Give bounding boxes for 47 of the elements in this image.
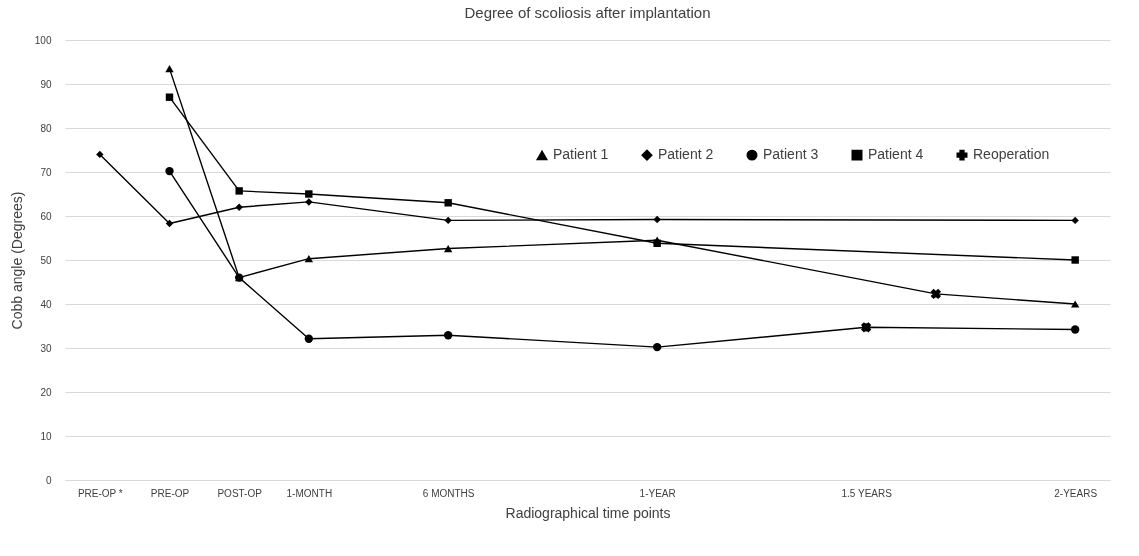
- point: [1070, 325, 1080, 334]
- point: [1070, 300, 1080, 308]
- legend-label: Patient 3: [763, 146, 819, 163]
- point: [165, 93, 174, 101]
- point: [652, 342, 662, 352]
- y-tick-label: 100: [34, 34, 52, 46]
- x-tick-label: PRE-OP *: [77, 487, 123, 499]
- legend-label: Reoperation: [973, 146, 1050, 163]
- y-tick-label: 90: [40, 78, 52, 90]
- y-tick-label: 40: [40, 298, 52, 310]
- y-tick-label: 0: [45, 474, 52, 486]
- point: [304, 255, 314, 263]
- y-tick-label: 80: [40, 122, 52, 134]
- point: [305, 190, 313, 198]
- x-tick-label: 6 MONTHS: [422, 487, 475, 499]
- point: [165, 166, 174, 176]
- y-axis-title: Cobb angle (Degrees): [8, 191, 25, 330]
- point: [235, 187, 243, 195]
- x-tick-label: POST-OP: [217, 487, 263, 499]
- legend-label: Patient 4: [868, 146, 924, 163]
- point: [444, 216, 452, 225]
- point: [304, 334, 314, 343]
- point: [1071, 256, 1079, 264]
- x-tick-label: 1-YEAR: [639, 487, 676, 499]
- x-tick-label: 1.5 YEARS: [841, 487, 893, 499]
- x-tick-label: 1-MONTH: [286, 487, 333, 499]
- y-tick-label: 60: [40, 210, 52, 222]
- point: [443, 244, 453, 253]
- y-tick-label: 50: [40, 254, 52, 266]
- x-tick-label: 2-YEARS: [1054, 487, 1098, 499]
- legend-label: Patient 1: [553, 146, 609, 163]
- point: [1071, 216, 1079, 225]
- point: [653, 215, 661, 224]
- point: [96, 150, 104, 159]
- point: [235, 203, 243, 211]
- point: [443, 331, 453, 340]
- y-tick-label: 10: [40, 430, 52, 442]
- x-axis-title: Radiographical time points: [505, 504, 671, 521]
- point: [165, 219, 174, 228]
- x-tick-label: PRE-OP: [150, 487, 190, 499]
- point: [165, 64, 174, 73]
- y-tick-label: 20: [40, 386, 52, 398]
- y-tick-label: 30: [40, 342, 52, 354]
- chart-title: Degree of scoliosis after implantation: [464, 4, 711, 21]
- legend-label: Patient 2: [658, 146, 714, 163]
- point: [444, 199, 452, 207]
- y-tick-label: 70: [40, 166, 52, 178]
